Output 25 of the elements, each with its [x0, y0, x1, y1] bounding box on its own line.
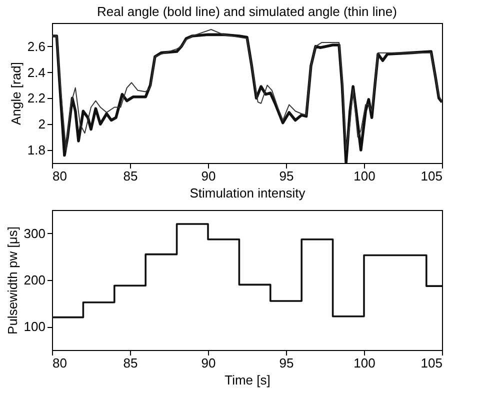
x-tick-label: 105 [420, 356, 442, 370]
y-tick-label: 2.6 [27, 38, 46, 54]
x-tick-label: 95 [279, 168, 294, 184]
x-axis-title: Stimulation intensity [190, 186, 306, 200]
x-tick-label: 100 [354, 356, 376, 370]
y-tick-label: 200 [24, 272, 46, 288]
chart-title: Real angle (bold line) and simulated angle (thin line) [97, 4, 397, 19]
x-tick-label: 105 [420, 168, 442, 184]
y-tick-label: 2.2 [27, 90, 46, 106]
x-tick-label: 85 [123, 356, 138, 370]
x-tick-label: 90 [201, 168, 216, 184]
x-tick-label: 100 [354, 168, 376, 184]
y-axis-title: Angle [rad] [8, 62, 24, 125]
x-tick-label: 90 [201, 356, 216, 370]
y-tick-label: 100 [24, 319, 46, 334]
y-tick-label: 2.4 [27, 64, 46, 80]
x-tick-label: 95 [279, 356, 294, 370]
y-tick-label: 2 [38, 116, 46, 132]
x-axis-title: Time [s] [224, 372, 270, 388]
x-tick-label: 85 [123, 168, 138, 184]
y-axis-title: Pulsewidth pw [μs] [4, 226, 20, 334]
y-tick-label: 1.8 [27, 142, 46, 158]
x-tick-label: 80 [52, 168, 67, 184]
y-tick-label: 300 [24, 226, 46, 241]
x-tick-label: 80 [52, 356, 67, 370]
